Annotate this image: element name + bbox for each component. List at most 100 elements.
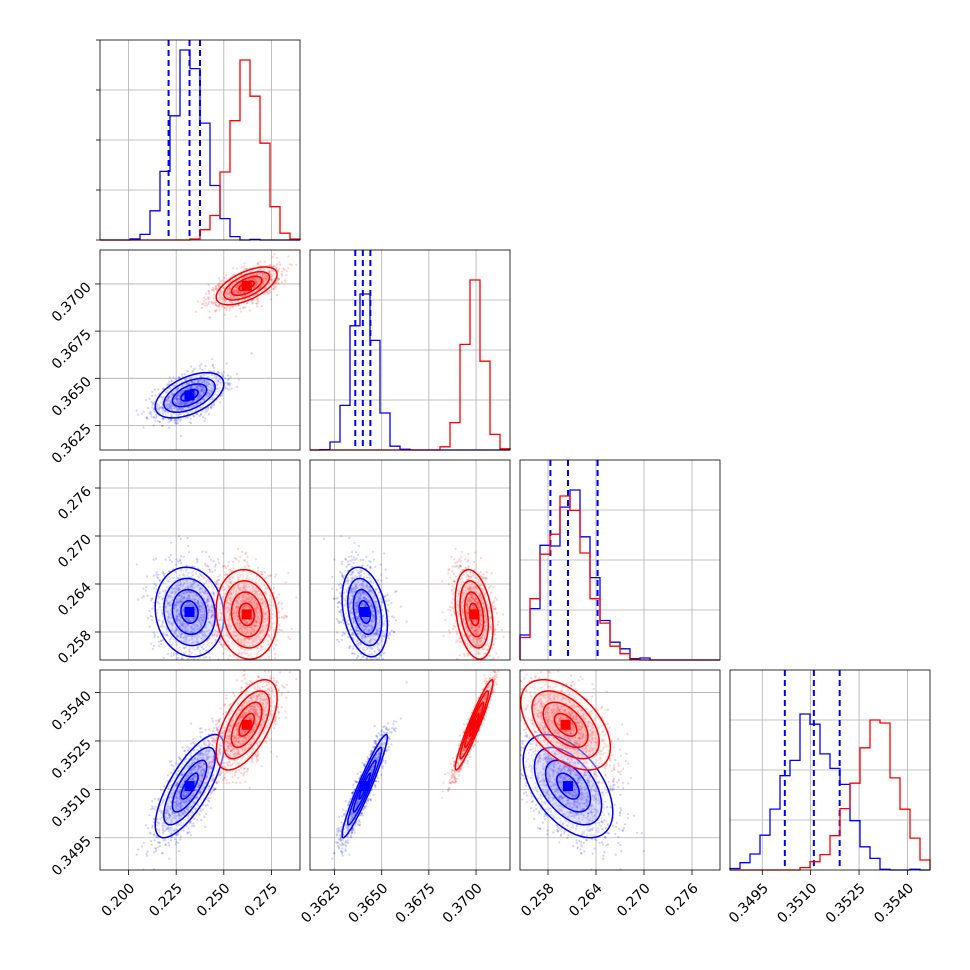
scatter-point bbox=[290, 263, 293, 266]
scatter-point bbox=[202, 386, 205, 389]
scatter-point bbox=[202, 387, 206, 390]
scatter-point bbox=[175, 397, 178, 400]
scatter-point bbox=[235, 285, 238, 288]
scatter-point bbox=[205, 380, 208, 383]
scatter-point bbox=[280, 274, 284, 277]
scatter-point bbox=[187, 401, 190, 404]
scatter-point bbox=[226, 564, 229, 568]
scatter-point bbox=[210, 384, 213, 387]
scatter-point bbox=[267, 283, 270, 286]
scatter-point bbox=[252, 298, 255, 302]
scatter-point bbox=[152, 408, 155, 411]
scatter-point bbox=[146, 617, 150, 620]
scatter-point bbox=[170, 408, 173, 411]
scatter-point bbox=[188, 381, 191, 385]
scatter-point bbox=[204, 304, 207, 307]
scatter-point bbox=[198, 387, 201, 390]
scatter-point bbox=[214, 301, 217, 304]
scatter-point bbox=[186, 387, 189, 390]
scatter-point bbox=[167, 652, 170, 656]
scatter-point bbox=[219, 401, 222, 404]
scatter-point bbox=[256, 273, 259, 276]
scatter-point bbox=[198, 396, 201, 399]
scatter-point bbox=[167, 383, 170, 386]
scatter-point bbox=[177, 407, 180, 410]
scatter-point bbox=[168, 376, 171, 379]
scatter-point bbox=[235, 289, 238, 293]
scatter-point bbox=[182, 555, 185, 558]
scatter-point bbox=[173, 397, 176, 400]
scatter-point bbox=[196, 379, 199, 382]
scatter-point bbox=[269, 264, 272, 267]
scatter-point bbox=[185, 383, 188, 386]
scatter-point bbox=[272, 665, 274, 667]
scatter-point bbox=[236, 660, 238, 662]
scatter-point bbox=[247, 278, 250, 281]
scatter-point bbox=[240, 292, 243, 295]
scatter-point bbox=[273, 662, 275, 664]
scatter-point bbox=[235, 289, 238, 292]
scatter-point bbox=[170, 405, 173, 408]
scatter-point bbox=[173, 384, 176, 387]
scatter-point bbox=[219, 381, 222, 385]
scatter-point bbox=[211, 377, 214, 380]
scatter-point bbox=[167, 396, 170, 399]
scatter-point bbox=[181, 397, 184, 400]
scatter-point bbox=[179, 403, 182, 406]
scatter-point bbox=[213, 376, 216, 379]
scatter-point bbox=[190, 410, 194, 413]
scatter-point bbox=[175, 382, 178, 385]
scatter-point bbox=[227, 382, 230, 385]
scatter-point bbox=[191, 370, 194, 373]
scatter-point bbox=[214, 303, 217, 307]
scatter-point bbox=[272, 270, 275, 273]
scatter-point bbox=[202, 668, 204, 670]
scatter-point bbox=[262, 281, 265, 284]
scatter-point bbox=[160, 409, 164, 412]
scatter-point bbox=[259, 285, 262, 288]
scatter-point bbox=[201, 388, 204, 391]
scatter-point bbox=[207, 394, 210, 397]
scatter-point bbox=[179, 407, 182, 410]
scatter-point bbox=[207, 391, 210, 394]
scatter-point bbox=[166, 411, 169, 414]
scatter-point bbox=[197, 395, 200, 398]
scatter-point bbox=[228, 308, 231, 311]
scatter-point bbox=[236, 295, 239, 298]
scatter-point bbox=[213, 302, 217, 305]
scatter-point bbox=[167, 402, 171, 405]
scatter-point bbox=[177, 402, 180, 405]
scatter-point bbox=[207, 389, 210, 392]
scatter-point bbox=[170, 560, 174, 563]
scatter-point bbox=[202, 385, 205, 388]
scatter-point bbox=[161, 407, 165, 410]
scatter-point bbox=[264, 281, 267, 284]
scatter-point bbox=[196, 413, 199, 416]
scatter-point bbox=[267, 574, 270, 578]
scatter-point bbox=[135, 563, 138, 566]
scatter-point bbox=[227, 560, 230, 564]
scatter-point bbox=[206, 376, 209, 379]
scatter-point bbox=[263, 274, 266, 277]
scatter-point bbox=[190, 385, 193, 388]
scatter-point bbox=[215, 305, 218, 308]
scatter-point bbox=[185, 382, 189, 385]
scatter-point bbox=[260, 284, 263, 287]
scatter-point bbox=[177, 408, 180, 411]
scatter-point bbox=[217, 586, 220, 589]
scatter-point bbox=[167, 421, 170, 424]
scatter-point bbox=[145, 575, 149, 578]
scatter-point bbox=[227, 287, 230, 291]
scatter-point bbox=[167, 407, 170, 410]
scatter-point bbox=[146, 417, 149, 420]
scatter-point bbox=[150, 599, 153, 602]
scatter-point bbox=[208, 568, 211, 572]
scatter-point bbox=[199, 395, 202, 398]
scatter-point bbox=[223, 307, 226, 310]
scatter-point bbox=[186, 370, 189, 373]
scatter-point bbox=[209, 316, 212, 319]
scatter-point bbox=[210, 386, 213, 389]
scatter-point bbox=[194, 661, 196, 663]
scatter-point bbox=[167, 406, 170, 409]
scatter-point bbox=[232, 290, 235, 294]
